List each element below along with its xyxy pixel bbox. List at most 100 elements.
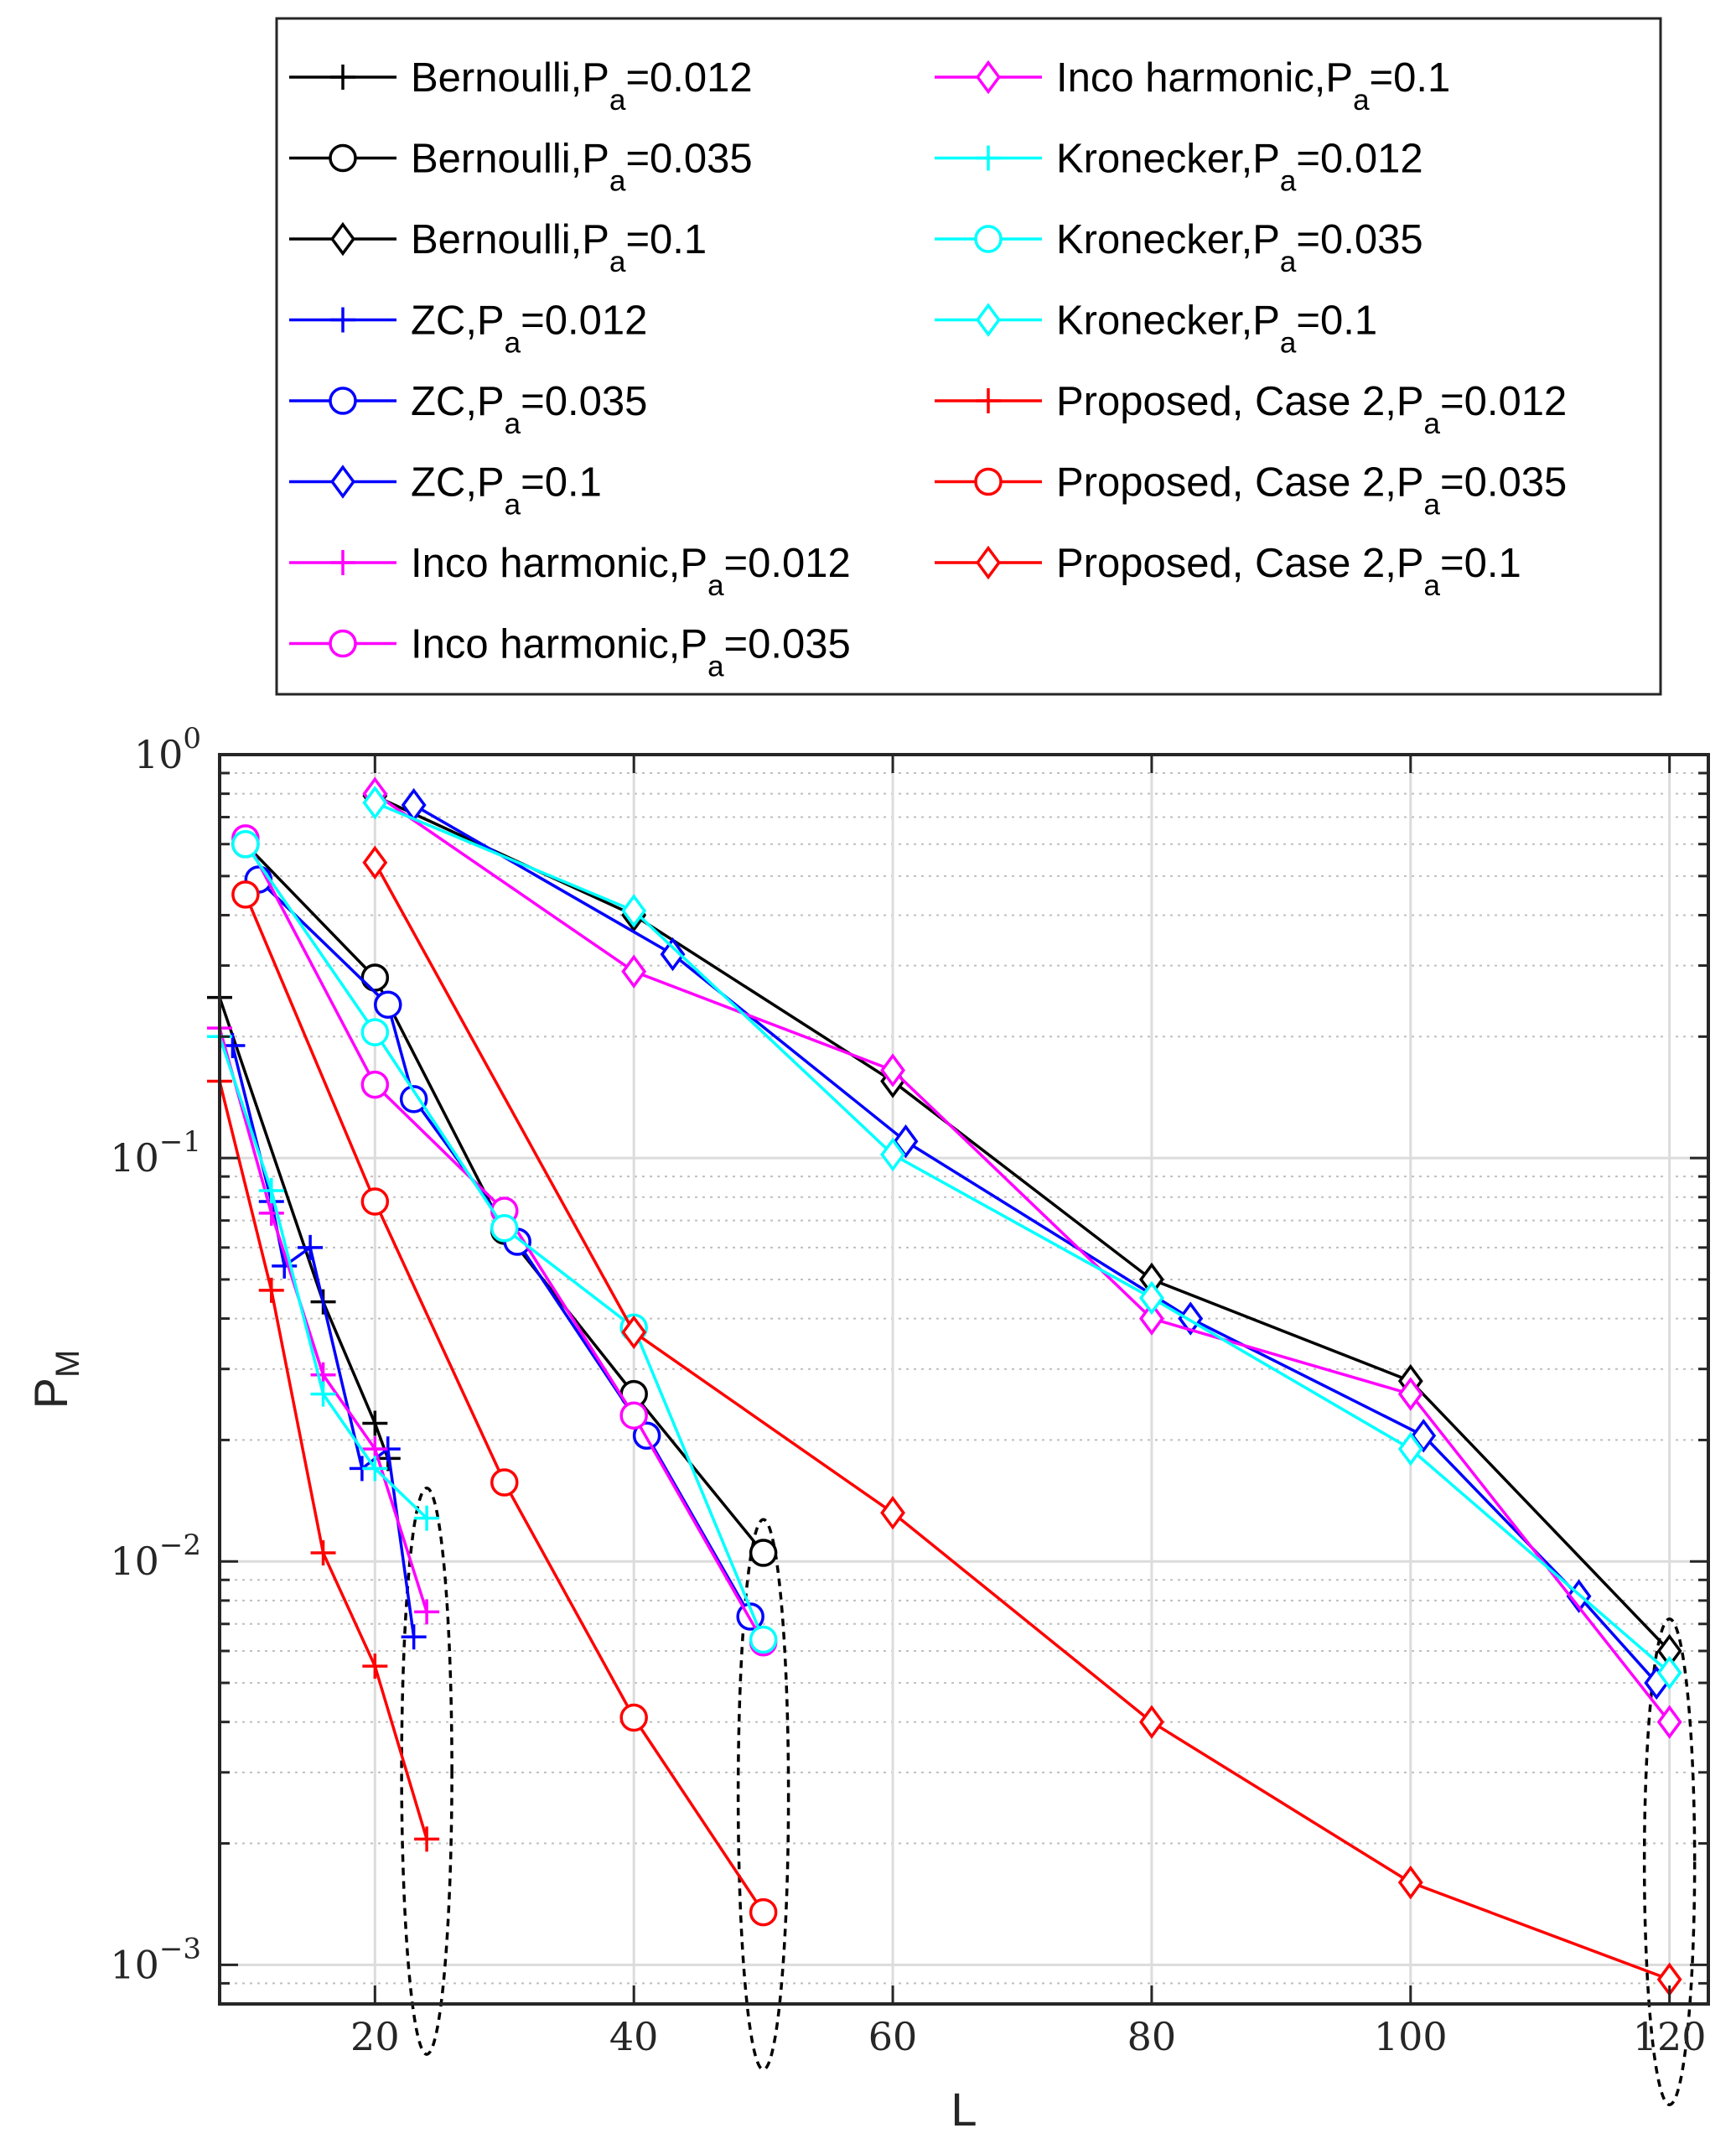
diamond-marker — [330, 465, 355, 499]
legend-label-name: ZC,P — [411, 460, 505, 506]
plot-area — [207, 753, 1710, 2106]
y-tick-label: 100 — [134, 722, 201, 777]
legend-entry: Bernoulli,Pa=0.012 — [289, 55, 753, 117]
series-12 — [362, 786, 1682, 1690]
circle-marker — [490, 1468, 519, 1497]
legend-entry: Inco harmonic,Pa=0.1 — [935, 55, 1450, 117]
legend-label: ZC,Pa=0.1 — [411, 460, 602, 522]
circle-marker — [490, 1214, 519, 1243]
legend-label-sub: a — [1280, 165, 1297, 198]
plus-marker — [362, 1456, 388, 1482]
circle-marker — [974, 467, 1003, 496]
legend-label-sub: a — [1424, 489, 1441, 522]
plus-marker — [414, 1826, 440, 1852]
legend-label: Kronecker,Pa=0.035 — [1056, 217, 1423, 278]
legend-entry: Kronecker,Pa=0.1 — [935, 298, 1377, 360]
legend-label-name: Kronecker,P — [1056, 137, 1280, 182]
circle-marker — [399, 1085, 428, 1113]
circle-marker — [329, 629, 357, 658]
series-14 — [231, 880, 778, 1927]
legend-label: ZC,Pa=0.035 — [411, 379, 647, 440]
y-tick-base: 10 — [110, 1942, 159, 1987]
diamond-marker — [362, 786, 388, 820]
dashed-ellipse — [1642, 1617, 1697, 2106]
legend: Bernoulli,Pa=0.012Bernoulli,Pa=0.035Bern… — [275, 17, 1662, 696]
legend-entry: Inco harmonic,Pa=0.012 — [289, 541, 851, 602]
legend-entry: Proposed, Case 2,Pa=0.1 — [935, 541, 1521, 602]
legend-label-value: =0.1 — [625, 217, 707, 262]
circle-marker — [360, 963, 390, 992]
y-tick-base: 10 — [110, 1539, 159, 1584]
legend-label-sub: a — [609, 165, 626, 198]
legend-label-sub: a — [1424, 407, 1441, 440]
circle-marker — [749, 1897, 778, 1927]
circle-marker — [329, 387, 357, 415]
legend-entry: ZC,Pa=0.1 — [289, 460, 602, 522]
x-axis-label: L — [951, 2083, 977, 2136]
diamond-marker — [621, 1315, 647, 1350]
legend-label-value: =0.1 — [521, 460, 602, 506]
plus-marker — [330, 550, 355, 575]
legend-entry: ZC,Pa=0.035 — [289, 379, 647, 440]
y-tick-exponent: −1 — [159, 1125, 201, 1159]
series-line — [374, 792, 1671, 1723]
legend-label-sub: a — [1353, 84, 1370, 117]
legend-entry: Proposed, Case 2,Pa=0.012 — [935, 379, 1567, 440]
legend-label: Inco harmonic,Pa=0.1 — [1056, 55, 1450, 117]
legend-label-value: =0.035 — [724, 622, 851, 667]
legend-label-name: Inco harmonic,P — [411, 622, 707, 667]
diamond-marker — [362, 845, 388, 880]
circle-marker — [231, 829, 260, 859]
legend-label-sub: a — [609, 84, 626, 117]
legend-label: Bernoulli,Pa=0.035 — [411, 137, 753, 198]
diamond-marker — [880, 1137, 905, 1172]
plot-background — [220, 755, 1708, 2004]
diamond-marker — [1411, 1419, 1437, 1453]
plus-marker — [330, 307, 355, 333]
legend-label-value: =0.035 — [1296, 217, 1422, 262]
legend-label-name: Proposed, Case 2,P — [1056, 379, 1424, 424]
series-line — [374, 794, 1671, 1653]
legend-label-value: =0.035 — [625, 137, 752, 182]
plus-marker — [362, 1410, 388, 1436]
diamond-marker — [660, 937, 686, 972]
legend-label-sub: a — [707, 651, 724, 683]
plus-marker — [310, 1381, 336, 1407]
series-layer — [207, 776, 1682, 1996]
diamond-marker — [880, 1496, 905, 1530]
dashed-ellipse — [736, 1518, 790, 2072]
legend-label-sub: a — [505, 327, 521, 360]
legend-label-sub: a — [505, 489, 521, 522]
y-tick-base: 10 — [134, 732, 184, 777]
plus-marker — [298, 1234, 324, 1260]
legend-label: Bernoulli,Pa=0.1 — [411, 217, 707, 278]
legend-label-name: Bernoulli,P — [411, 55, 609, 101]
y-tick-exponent: −2 — [159, 1529, 201, 1562]
circle-marker — [360, 1070, 390, 1099]
svg-text:PM: PM — [24, 1350, 86, 1409]
x-tick-label: 40 — [609, 2014, 659, 2059]
plus-marker — [362, 1653, 388, 1679]
legend-label-name: Kronecker,P — [1056, 217, 1280, 262]
circle-marker — [749, 1625, 778, 1654]
legend-label-value: =0.035 — [521, 379, 647, 424]
legend-label: Proposed, Case 2,Pa=0.035 — [1056, 460, 1567, 522]
legend-label: ZC,Pa=0.012 — [411, 298, 647, 360]
x-tick-label: 120 — [1633, 2014, 1707, 2059]
legend-label: Proposed, Case 2,Pa=0.1 — [1056, 541, 1521, 602]
circle-marker — [619, 1401, 648, 1430]
diamond-marker — [330, 221, 355, 257]
plus-marker — [258, 1178, 284, 1204]
plus-marker — [258, 1200, 284, 1226]
legend-label: Bernoulli,Pa=0.012 — [411, 55, 753, 117]
legend-label-name: Kronecker,P — [1056, 298, 1280, 344]
x-tick-labels: 20 40 60 80 100 120 — [350, 2014, 1707, 2059]
legend-label-name: Proposed, Case 2,P — [1056, 541, 1424, 586]
plus-marker — [414, 1505, 440, 1531]
series-15 — [362, 845, 1682, 1996]
legend-box — [275, 17, 1662, 696]
circle-marker — [374, 990, 402, 1019]
diamond-marker — [976, 545, 1001, 580]
